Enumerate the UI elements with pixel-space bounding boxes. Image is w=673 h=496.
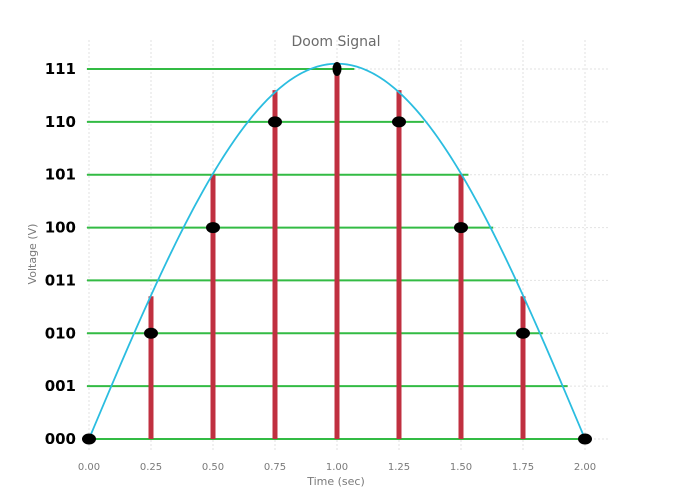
sample-point [206,222,220,234]
sample-point [144,327,158,339]
sample-point [392,116,406,128]
grid [86,40,608,452]
level-code-label: 010 [45,324,76,342]
sample-point [332,62,342,76]
sample-bars [148,69,526,440]
x-axis-ticks: 0.00 0.25 0.50 0.75 1.00 1.25 1.50 1.75 2.00 [78,462,596,473]
x-tick-label: 0.25 [140,462,162,473]
sample-point [516,327,530,339]
level-code-label: 101 [45,166,76,184]
level-code-label: 001 [45,377,76,395]
chart-title: Doom Signal [291,34,380,50]
x-tick-label: 0.00 [78,462,100,473]
level-code-label: 000 [45,430,76,448]
x-tick-label: 1.25 [388,462,410,473]
sample-point [578,433,592,445]
sample-points [82,62,592,445]
y-axis-title: Voltage (V) [26,224,39,285]
x-tick-label: 0.50 [202,462,224,473]
x-tick-label: 1.75 [512,462,534,473]
level-code-labels: 000 001 010 011 100 101 110 111 [45,60,76,448]
sample-bar [334,69,340,439]
x-tick-label: 1.50 [450,462,472,473]
level-code-label: 111 [45,60,76,78]
sample-bar [272,90,278,440]
sample-bar [458,174,464,439]
x-tick-label: 2.00 [574,462,596,473]
x-tick-label: 1.00 [326,462,348,473]
sample-bar [396,90,402,440]
sample-bar [210,174,216,439]
level-code-label: 011 [45,271,76,289]
x-axis-title: Time (sec) [306,475,365,488]
sample-point [268,116,282,128]
x-tick-label: 0.75 [264,462,286,473]
sample-bar [520,296,526,439]
level-code-label: 100 [45,219,76,237]
sample-point [82,433,96,445]
sample-bar [148,296,154,439]
level-code-label: 110 [45,113,76,131]
sample-point [454,222,468,234]
